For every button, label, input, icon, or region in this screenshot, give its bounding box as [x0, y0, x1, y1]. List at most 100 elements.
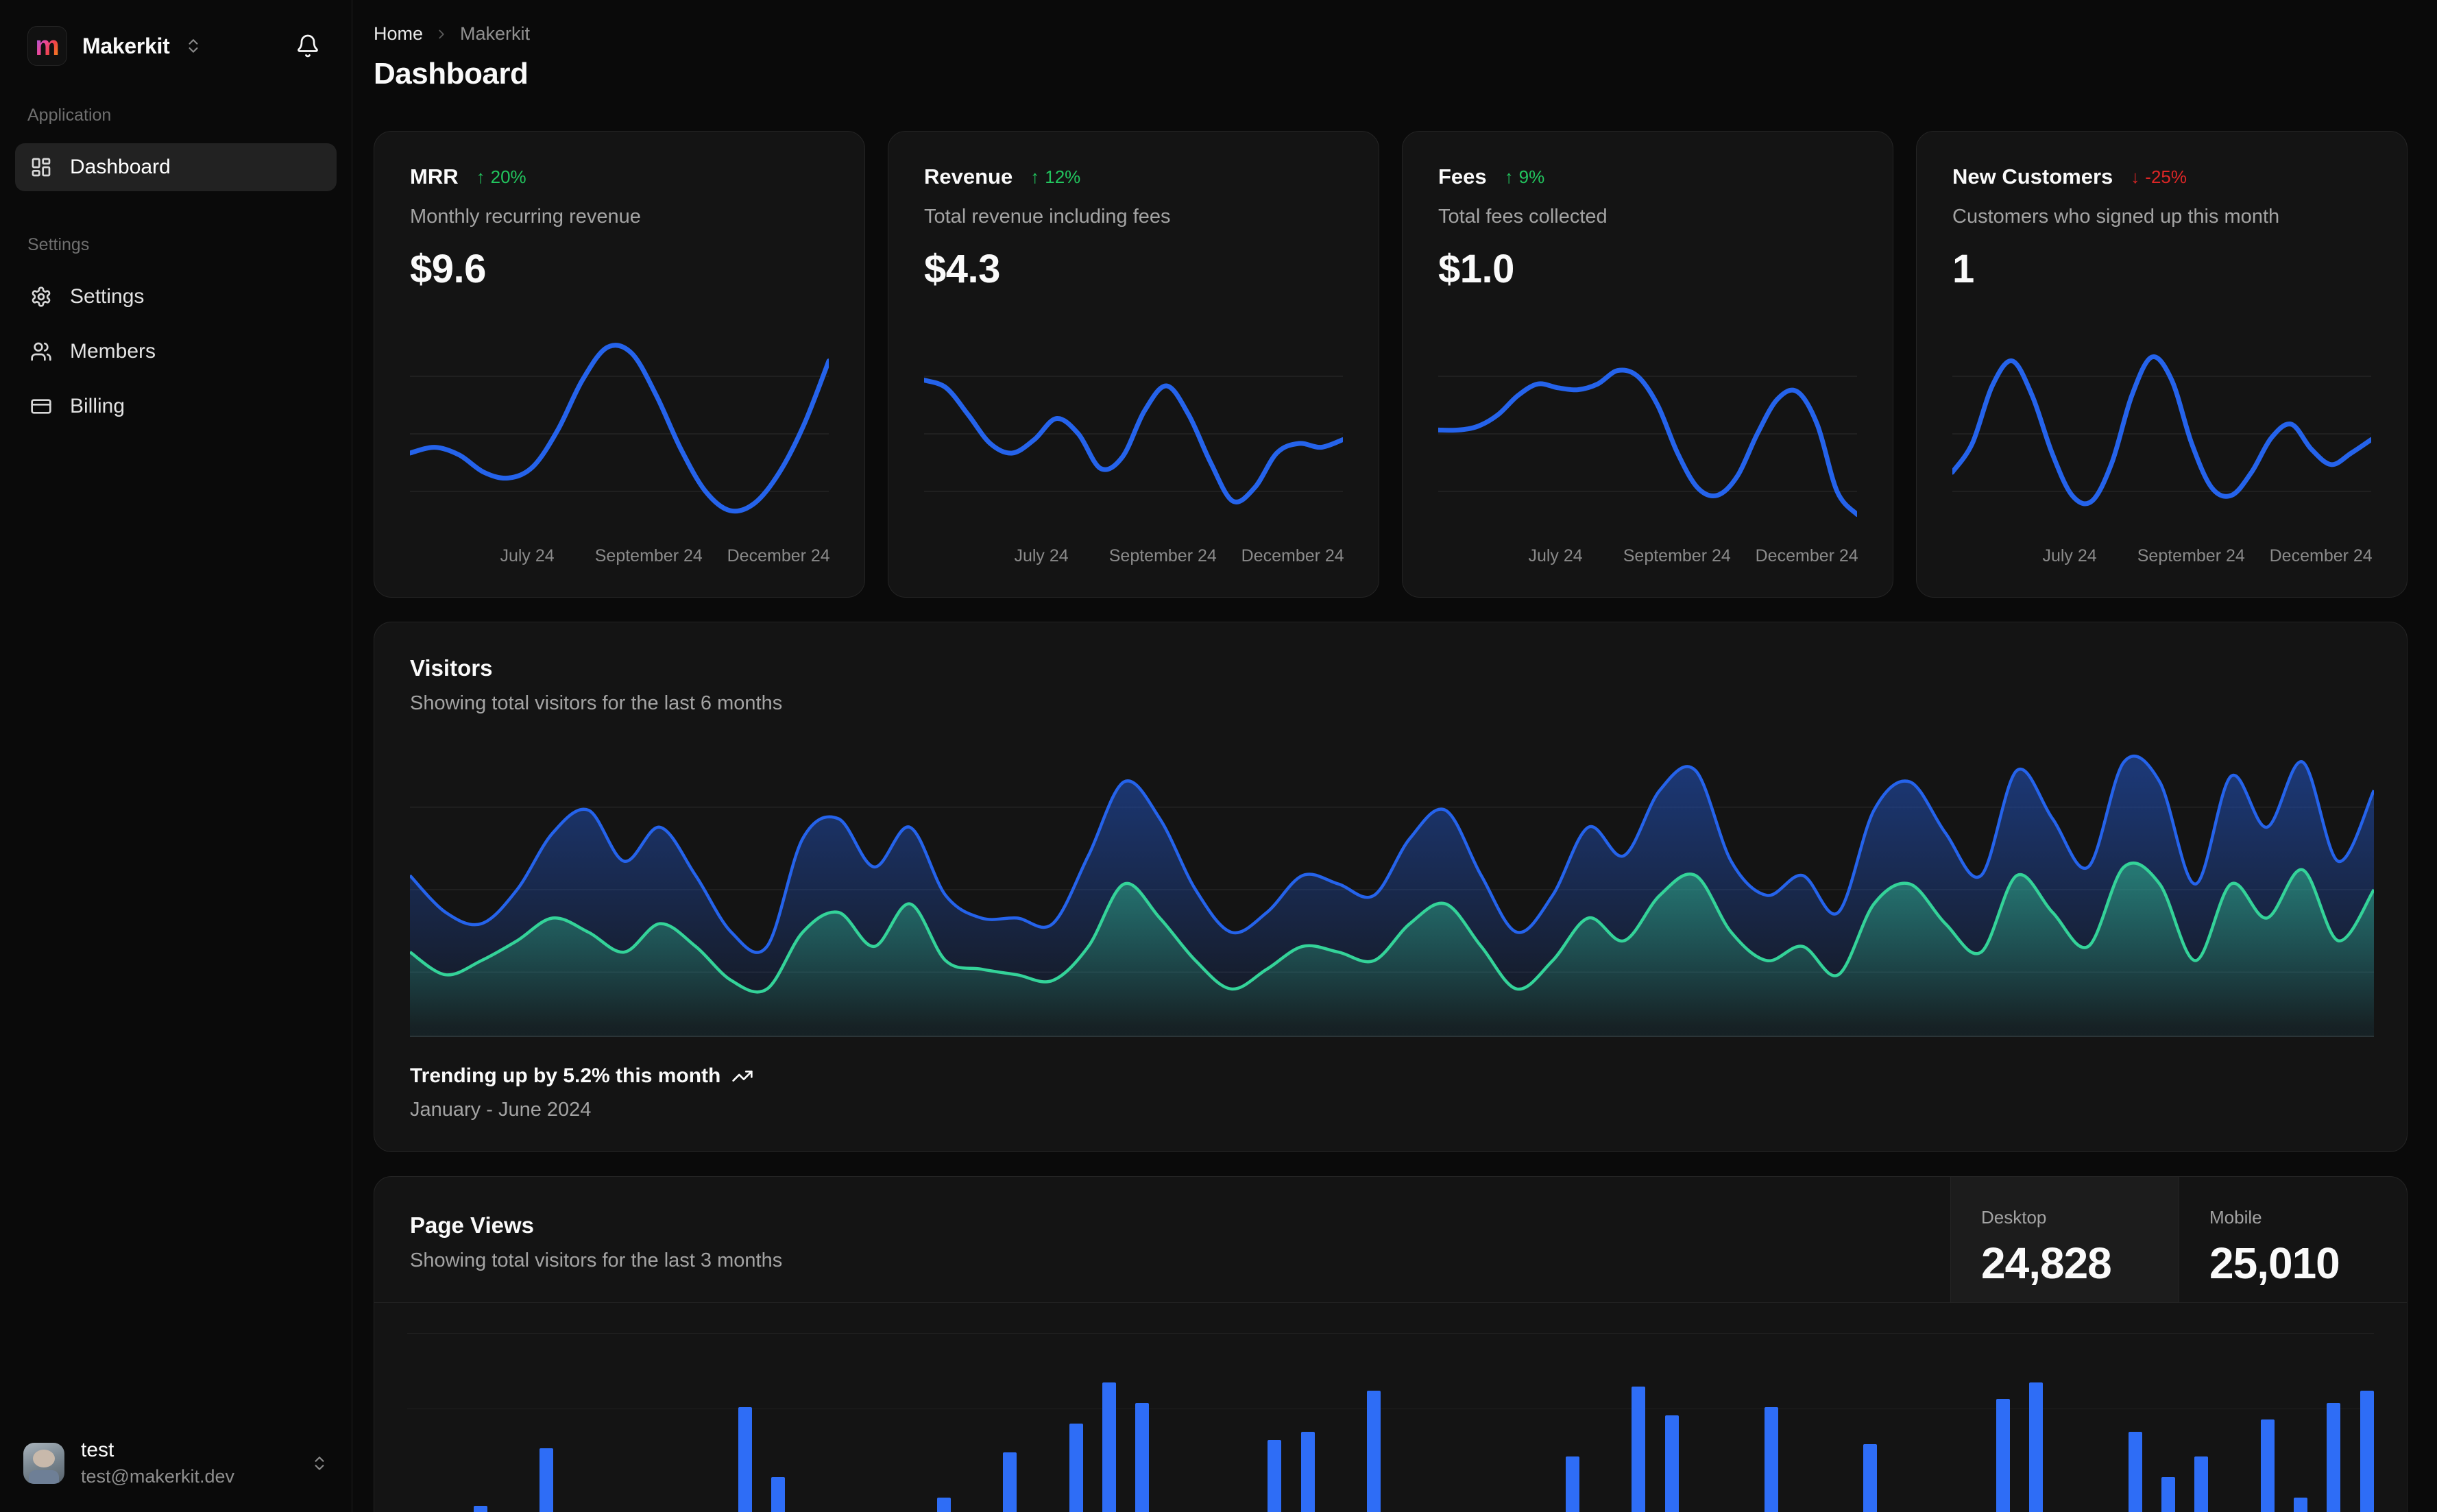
visitors-area-chart [410, 754, 2374, 1037]
page-views-title: Page Views [410, 1212, 535, 1238]
chevrons-up-down-icon [311, 1454, 328, 1472]
trend-badge: ↑ 12% [1030, 166, 1081, 187]
toggle-label: Mobile [2209, 1207, 2262, 1228]
chevrons-up-down-icon [184, 37, 202, 55]
bar [2028, 1382, 2043, 1512]
page-views-toggles: Desktop 24,828 Mobile 25,010 [1950, 1177, 2407, 1302]
bar [1565, 1456, 1579, 1512]
page-views-subtitle: Showing total visitors for the last 3 mo… [410, 1249, 783, 1271]
breadcrumb-home[interactable]: Home [374, 23, 424, 44]
new-customers-sparkline-chart [1952, 354, 2371, 507]
gear-icon [30, 286, 52, 308]
stat-card-fees: Fees ↑ 9% Total fees collected $1.0 July … [1402, 131, 1893, 598]
bar [1367, 1391, 1381, 1512]
fees-sparkline-chart [1438, 367, 1857, 517]
breadcrumb: Home Makerkit [374, 23, 2408, 45]
page-title: Dashboard [374, 57, 529, 90]
sidebar-item-label: Members [70, 340, 156, 363]
chevron-right-icon [434, 27, 449, 42]
stat-title: MRR [410, 164, 459, 188]
sidebar-item-dashboard[interactable]: Dashboard [15, 143, 337, 191]
dashboard-icon [30, 156, 52, 178]
makerkit-logo-letter: m [35, 31, 60, 61]
nav-section-settings: Settings [27, 235, 90, 254]
sidebar-item-billing[interactable]: Billing [15, 382, 337, 430]
stat-subtitle: Monthly recurring revenue [410, 206, 641, 228]
visitors-title: Visitors [410, 655, 493, 681]
stat-card-mrr: MRR ↑ 20% Monthly recurring revenue $9.6 … [374, 131, 865, 598]
stat-value: $1.0 [1438, 247, 1514, 291]
bar [936, 1498, 951, 1512]
stat-value: 1 [1952, 247, 1974, 291]
stat-subtitle: Customers who signed up this month [1952, 206, 2280, 228]
bar [1764, 1407, 1778, 1512]
user-email: test@makerkit.dev [81, 1466, 234, 1487]
sidebar-item-members[interactable]: Members [15, 328, 337, 376]
mrr-sparkline-chart [410, 343, 829, 514]
arrow-up-icon: ↑ [1030, 166, 1040, 187]
bar [2260, 1419, 2275, 1512]
nav-section-application: Application [27, 106, 112, 125]
stat-subtitle: Total fees collected [1438, 206, 1608, 228]
stat-title: Revenue [924, 164, 1013, 188]
stat-card-grid: MRR ↑ 20% Monthly recurring revenue $9.6 … [374, 131, 2408, 598]
bar [1102, 1382, 1116, 1512]
toggle-desktop[interactable]: Desktop 24,828 [1950, 1177, 2179, 1302]
visitors-trend-text: Trending up by 5.2% this month [410, 1064, 721, 1087]
visitors-subtitle: Showing total visitors for the last 6 mo… [410, 692, 783, 714]
bar [1664, 1415, 1679, 1512]
page-views-bar-chart [407, 1303, 2374, 1512]
bar [1632, 1387, 1646, 1512]
bar [2161, 1477, 2175, 1512]
bar [1300, 1432, 1315, 1512]
trend-badge: ↑ 9% [1504, 166, 1545, 187]
bar [1069, 1424, 1083, 1512]
breadcrumb-makerkit[interactable]: Makerkit [460, 23, 531, 44]
sidebar-item-settings[interactable]: Settings [15, 273, 337, 321]
x-axis-labels: July 24 September 24 December 24 [2042, 546, 2373, 565]
bar [1863, 1444, 1878, 1512]
bar [539, 1448, 554, 1512]
bell-icon [295, 34, 320, 58]
notifications-button[interactable] [291, 29, 324, 62]
arrow-up-icon: ↑ [476, 166, 485, 187]
bar [2327, 1403, 2341, 1512]
sidebar-header: m Makerkit [0, 0, 352, 86]
x-axis-labels: July 24 September 24 December 24 [1014, 546, 1344, 565]
workspace-name: Makerkit [82, 33, 170, 58]
bar-series [407, 1303, 2374, 1512]
bar [1996, 1399, 2010, 1512]
visitors-card: Visitors Showing total visitors for the … [374, 622, 2408, 1152]
trend-badge: ↓ -25% [2131, 166, 2187, 187]
bar [738, 1407, 752, 1512]
sidebar-item-label: Dashboard [70, 156, 171, 178]
sidebar-item-label: Billing [70, 395, 125, 417]
bar [2360, 1391, 2374, 1512]
toggle-label: Desktop [1981, 1207, 2047, 1228]
main-content: Home Makerkit Dashboard MRR ↑ 20% Monthly… [352, 0, 2437, 1512]
toggle-mobile[interactable]: Mobile 25,010 [2179, 1177, 2407, 1302]
stat-title: New Customers [1952, 164, 2113, 188]
x-axis-labels: July 24 September 24 December 24 [1528, 546, 1858, 565]
bar [2194, 1456, 2209, 1512]
user-menu[interactable]: test test@makerkit.dev [0, 1419, 352, 1512]
stat-title: Fees [1438, 164, 1487, 188]
stat-card-new-customers: New Customers ↓ -25% Customers who signed… [1916, 131, 2408, 598]
bar [1135, 1403, 1150, 1512]
workspace-selector[interactable]: m Makerkit [27, 26, 291, 66]
users-icon [30, 341, 52, 363]
sidebar-nav: Application Dashboard Settings Settings [0, 86, 352, 1419]
makerkit-logo: m [27, 26, 67, 66]
user-name: test [81, 1439, 114, 1461]
bar [771, 1477, 786, 1512]
sidebar: m Makerkit Application Dashboard Setting… [0, 0, 352, 1512]
arrow-up-icon: ↑ [1504, 166, 1514, 187]
bar [1003, 1452, 1017, 1512]
stat-subtitle: Total revenue including fees [924, 206, 1171, 228]
bar [2128, 1432, 2142, 1512]
toggle-value: 24,828 [1981, 1239, 2112, 1288]
bar [1268, 1440, 1282, 1512]
stat-card-revenue: Revenue ↑ 12% Total revenue including fee… [888, 131, 1379, 598]
bar [2294, 1498, 2308, 1512]
visitors-date-range: January - June 2024 [410, 1099, 592, 1121]
